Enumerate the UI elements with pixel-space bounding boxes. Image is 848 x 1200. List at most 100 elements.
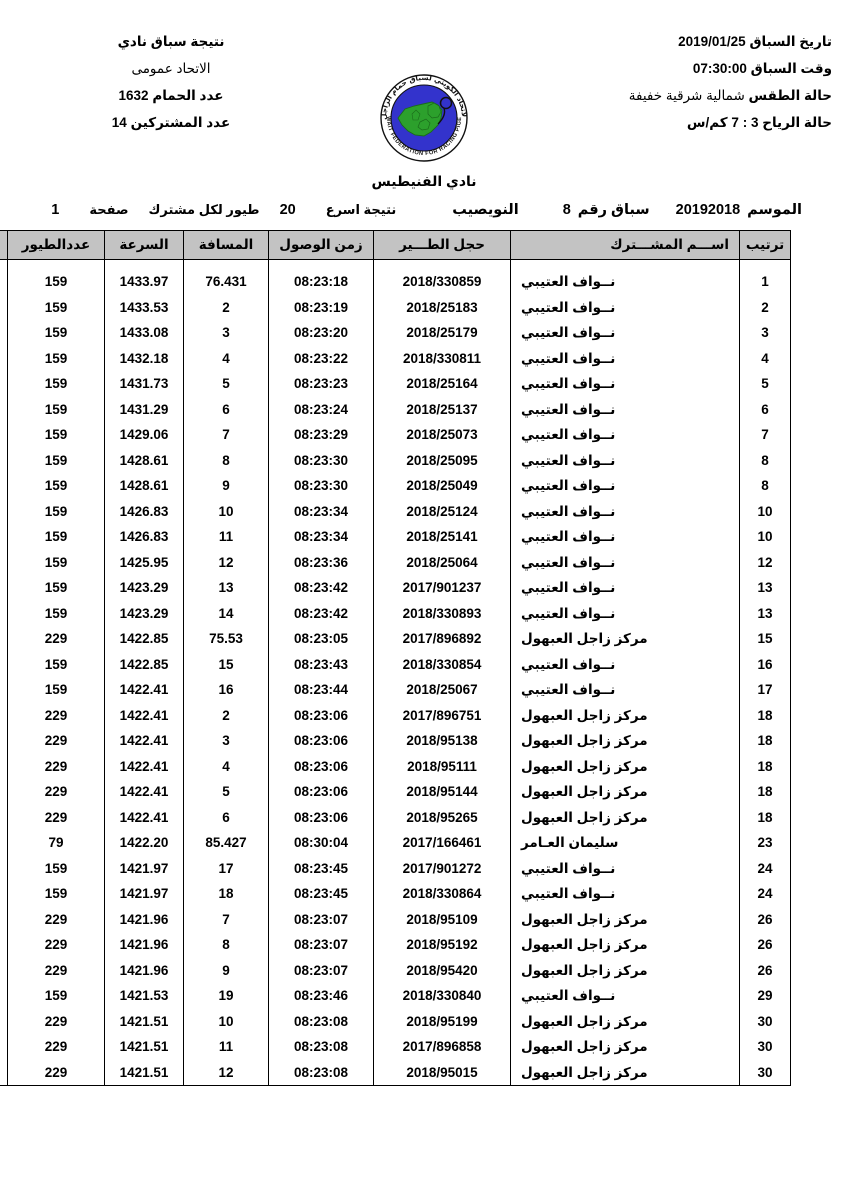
cell-speed: 1421.96: [104, 906, 184, 932]
season-value: 20192018: [675, 202, 741, 218]
cell-points: 75: [0, 932, 8, 958]
col-header-time: زمن الوصول: [268, 230, 374, 260]
cell-rank: 26: [739, 906, 791, 932]
cell-rank: 30: [739, 1059, 791, 1086]
table-row: 26 مركز زاجل العبهول 2018/95420 08:23:07 9 14…: [0, 957, 791, 983]
cell-points: 83: [0, 753, 8, 779]
cell-speed: 1431.73: [104, 371, 184, 397]
cell-rank: 30: [739, 1034, 791, 1060]
cell-rank: 18: [739, 702, 791, 728]
cell-rank: 29: [739, 983, 791, 1009]
cell-reg: 2018/95199: [373, 1008, 511, 1034]
cell-birds: 159: [7, 371, 105, 397]
cell-points: 71: [0, 1034, 8, 1060]
cell-name: نــواف العتيبي: [510, 983, 740, 1009]
cell-speed: 1422.85: [104, 626, 184, 652]
cell-rank: 4: [739, 345, 791, 371]
spacer-cell-birds: [7, 259, 105, 269]
cell-time: 08:23:29: [268, 422, 374, 448]
results-header-row: ترتيب اســـم المشـــترك حجل الطـــير زمن…: [0, 230, 791, 260]
cell-name: نــواف العتيبي: [510, 498, 740, 524]
cell-name: مركز زاجل العبهول: [510, 702, 740, 728]
table-row: 23 سليمان العـامر 2017/166461 08:30:04 85.42…: [0, 830, 791, 856]
federation-name: الاتحاد عمومى: [131, 61, 211, 76]
cell-points: 72: [0, 983, 8, 1009]
table-row: 10 نــواف العتيبي 2018/25141 08:23:34 11 1426…: [0, 524, 791, 550]
table-row: 18 مركز زاجل العبهول 2018/95138 08:23:06 3 14…: [0, 728, 791, 754]
cell-rank: 10: [739, 524, 791, 550]
cell-birds: 159: [7, 498, 105, 524]
cell-time: 08:23:24: [268, 396, 374, 422]
cell-dist: 13: [183, 575, 269, 601]
cell-reg: 2018/25141: [373, 524, 511, 550]
wind-line: حالة الرياح 3 : 7 كم/س: [582, 109, 832, 136]
cell-name: مركز زاجل العبهول: [510, 626, 740, 652]
cell-name: نــواف العتيبي: [510, 549, 740, 575]
cell-time: 08:23:43: [268, 651, 374, 677]
cell-birds: 159: [7, 524, 105, 550]
cell-time: 08:23:06: [268, 702, 374, 728]
cell-points: 83: [0, 728, 8, 754]
cell-points: 77: [0, 881, 8, 907]
cell-points: 83: [0, 702, 8, 728]
cell-birds: 229: [7, 702, 105, 728]
cell-dist: 75.53: [183, 626, 269, 652]
cell-time: 08:23:06: [268, 779, 374, 805]
cell-speed: 1421.97: [104, 855, 184, 881]
cell-time: 08:23:06: [268, 804, 374, 830]
cell-time: 08:23:30: [268, 473, 374, 499]
participants-count-line: عدد المشتركين 14: [46, 109, 296, 136]
weather-line: حالة الطقس شمالية شرقية خفيفة: [582, 82, 832, 109]
cell-speed: 1433.08: [104, 320, 184, 346]
cell-rank: 6: [739, 396, 791, 422]
cell-dist: 10: [183, 1008, 269, 1034]
table-row: 2 نــواف العتيبي 2018/25183 08:23:19 2 1433.5…: [0, 294, 791, 320]
cell-name: مركز زاجل العبهول: [510, 728, 740, 754]
results-table-wrapper: ترتيب اســـم المشـــترك حجل الطـــير زمن…: [0, 230, 791, 1086]
participants-count-value: 14: [111, 115, 127, 130]
cell-dist: 11: [183, 524, 269, 550]
cell-points: 99: [0, 294, 8, 320]
spacer-cell-name: [510, 259, 740, 269]
race-date-value: 2019/01/25: [678, 34, 746, 49]
weather-label: حالة الطقس: [748, 88, 832, 103]
table-row: 7 نــواف العتيبي 2018/25073 08:23:29 7 1429.0…: [0, 422, 791, 448]
cell-rank: 18: [739, 804, 791, 830]
cell-speed: 1421.51: [104, 1008, 184, 1034]
cell-rank: 13: [739, 575, 791, 601]
cell-birds: 159: [7, 294, 105, 320]
cell-birds: 159: [7, 983, 105, 1009]
cell-dist: 2: [183, 702, 269, 728]
cell-reg: 2018/330811: [373, 345, 511, 371]
table-row: 26 مركز زاجل العبهول 2018/95192 08:23:07 8 14…: [0, 932, 791, 958]
cell-dist: 11: [183, 1034, 269, 1060]
cell-points: 88: [0, 575, 8, 601]
cell-birds: 159: [7, 651, 105, 677]
cell-time: 08:23:42: [268, 600, 374, 626]
cell-time: 08:23:30: [268, 447, 374, 473]
spacer-cell-rank: [739, 259, 791, 269]
table-row: 30 مركز زاجل العبهول 2017/896858 08:23:08 11…: [0, 1034, 791, 1060]
cell-points: 94: [0, 422, 8, 448]
header-club-info: نتيجة سباق نادي الاتحاد عمومى عدد الحمام…: [46, 28, 296, 136]
cell-rank: 15: [739, 626, 791, 652]
cell-speed: 1425.95: [104, 549, 184, 575]
cell-speed: 1421.96: [104, 957, 184, 983]
race-date-line: تاريخ السباق 2019/01/25: [582, 28, 832, 55]
table-row: 12 نــواف العتيبي 2018/25064 08:23:36 12 1425…: [0, 549, 791, 575]
cell-name: نــواف العتيبي: [510, 473, 740, 499]
cell-speed: 1423.29: [104, 575, 184, 601]
cell-time: 08:23:45: [268, 881, 374, 907]
cell-birds: 159: [7, 600, 105, 626]
race-number-group: سباق رقم 8: [563, 202, 650, 218]
cell-birds: 159: [7, 345, 105, 371]
table-row: 30 مركز زاجل العبهول 2018/95015 08:23:08 12 1…: [0, 1059, 791, 1086]
cell-reg: 2018/95265: [373, 804, 511, 830]
header-race-info: تاريخ السباق 2019/01/25 وقت السباق 07:30…: [582, 28, 832, 136]
cell-time: 08:23:23: [268, 371, 374, 397]
cell-dist: 14: [183, 600, 269, 626]
cell-name: مركز زاجل العبهول: [510, 1059, 740, 1086]
cell-speed: 1422.41: [104, 702, 184, 728]
cell-points: 71: [0, 1008, 8, 1034]
cell-dist: 16: [183, 677, 269, 703]
